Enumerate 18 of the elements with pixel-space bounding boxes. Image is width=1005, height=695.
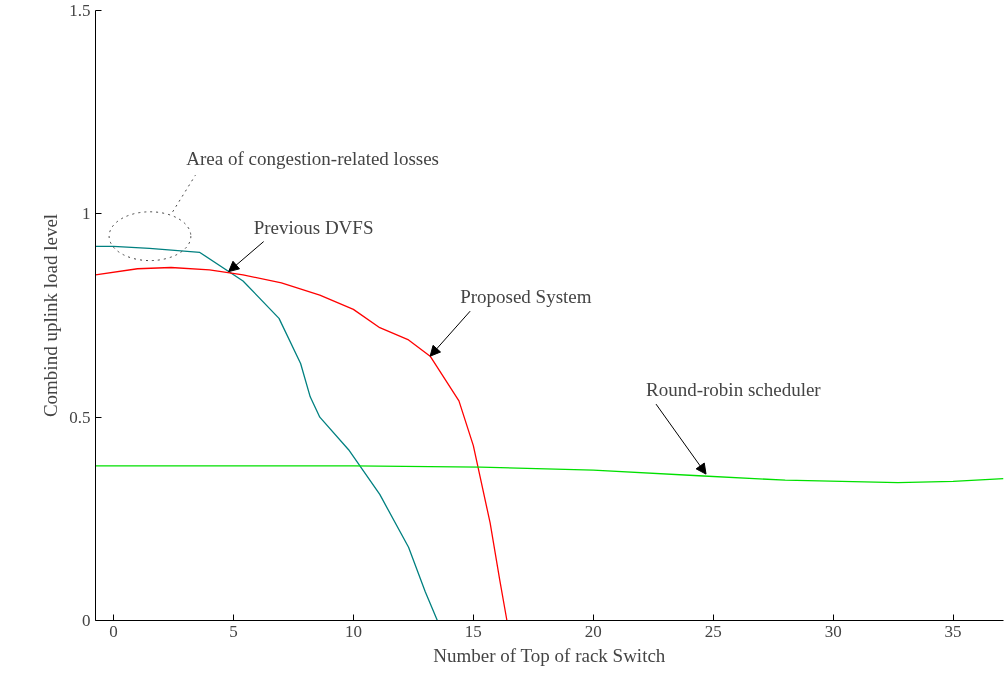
x-axis-title: Number of Top of rack Switch (433, 644, 666, 666)
x-tick-label: 10 (344, 621, 362, 641)
x-tick-label: 0 (109, 621, 118, 641)
annotation: Previous DVFS (253, 216, 374, 238)
y-tick-label: 1 (82, 204, 91, 224)
annotation: Area of congestion-related losses (186, 148, 440, 170)
x-tick-label: 15 (464, 621, 482, 641)
y-tick-label: 0.5 (69, 407, 91, 427)
annotation: Proposed System (460, 286, 592, 308)
line-series (95, 245, 438, 621)
y-tick-label: 1.5 (69, 1, 91, 20)
x-tick-label: 35 (944, 621, 962, 641)
y-axis-title: Combind uplink load level (40, 213, 62, 418)
x-tick-label: 5 (229, 621, 238, 641)
x-tick-label: 20 (584, 621, 602, 641)
x-tick-label: 25 (704, 621, 722, 641)
annotation: Round-robin scheduler (646, 379, 822, 401)
x-tick-label: 30 (824, 621, 842, 641)
